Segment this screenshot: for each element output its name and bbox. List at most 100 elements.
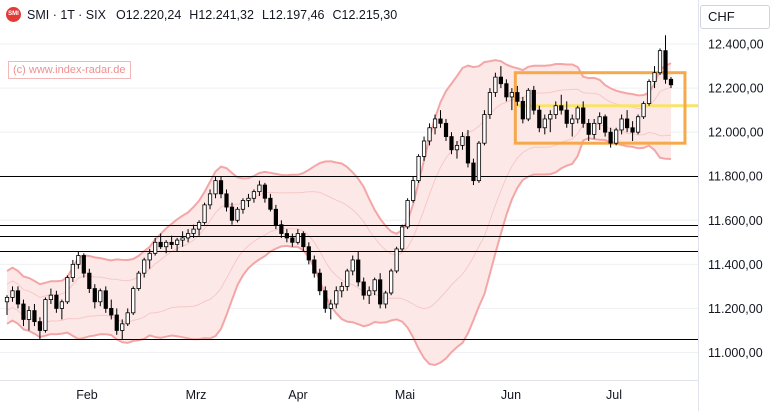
y-tick-label: 12.400,00 [708, 38, 764, 52]
candle [301, 231, 306, 252]
candle [164, 240, 169, 254]
candle [284, 229, 289, 243]
candle-body [657, 50, 663, 74]
candle [389, 268, 394, 296]
candle-body [169, 241, 174, 245]
candle [597, 112, 602, 130]
x-tick-label: Jun [501, 388, 521, 402]
candle [87, 268, 92, 293]
candle-body [229, 206, 235, 221]
candle-body [153, 241, 158, 254]
currency-selector[interactable]: CHF [700, 5, 770, 29]
candle-body [306, 246, 311, 261]
symbol-title[interactable]: SMI · 1T · SIX [27, 7, 106, 22]
candle [37, 317, 43, 340]
candle [92, 284, 97, 309]
bollinger-band-fill [7, 60, 671, 365]
candle [65, 275, 70, 304]
ohlc-open: O12.220,24 [115, 7, 182, 22]
candle [427, 123, 432, 146]
candle-body [537, 109, 542, 129]
candle [328, 299, 333, 320]
candle [191, 224, 196, 238]
ohlc-close: C12.215,30 [332, 7, 398, 22]
candle-body [361, 281, 366, 296]
candle [581, 101, 586, 128]
candle-body [295, 233, 300, 243]
candle-body [427, 127, 432, 142]
candle [235, 207, 240, 223]
candle-body [164, 241, 169, 248]
candle [251, 189, 257, 203]
candle [120, 319, 125, 340]
candle [218, 176, 224, 199]
candle-body [70, 263, 75, 278]
candle-body [334, 290, 339, 305]
candle-body [400, 226, 405, 250]
candle [356, 251, 361, 287]
candle-body [26, 310, 32, 320]
candle-body [54, 294, 59, 309]
candle-body [15, 290, 21, 305]
candle-body [59, 301, 64, 309]
candle-body [548, 114, 553, 120]
candle-body [421, 140, 427, 157]
candle [125, 308, 130, 327]
x-tick-label: Mrz [186, 388, 207, 402]
candle-body [438, 118, 443, 124]
candle [416, 154, 421, 183]
candle-body [454, 144, 460, 151]
candle [224, 189, 229, 212]
candle [185, 229, 191, 243]
candle-body [339, 285, 344, 292]
x-tick-label: Jul [606, 388, 622, 402]
candle-body [641, 103, 646, 118]
candle [575, 105, 580, 124]
candle-body [575, 107, 580, 120]
candle [586, 118, 591, 141]
candle-body [630, 127, 635, 133]
candle [345, 268, 350, 291]
candle-body [207, 193, 213, 206]
candle [48, 288, 54, 304]
candle-body [175, 239, 180, 245]
candle-body [531, 89, 536, 111]
candle [624, 110, 630, 133]
candle-body [581, 107, 586, 124]
candle-body [21, 303, 26, 320]
candle-body [213, 180, 218, 195]
symbol-header: SMI SMI · 1T · SIX O12.220,24 H12.241,32… [6, 7, 405, 22]
candle-body [65, 277, 70, 303]
candle [4, 295, 10, 316]
candle [372, 277, 377, 296]
candle-body [586, 122, 591, 135]
candle-body [224, 193, 229, 208]
candle-body [498, 76, 503, 85]
candle [361, 277, 366, 300]
candle-body [76, 255, 81, 265]
candle-body [603, 116, 608, 133]
candle-body [515, 92, 520, 102]
candle-body [646, 81, 652, 104]
candle-body [257, 184, 262, 193]
candle [158, 233, 163, 249]
candle [312, 255, 317, 278]
ohlc-low: L12.197,46 [261, 7, 325, 22]
candle-body [37, 321, 43, 331]
candle [279, 220, 284, 238]
candle-body [114, 314, 119, 331]
candle-body [520, 100, 525, 120]
candle [559, 94, 564, 115]
candle [537, 105, 542, 133]
candle-body [504, 83, 509, 98]
candle [136, 270, 141, 291]
candle-body [4, 296, 10, 303]
candle-body [460, 136, 465, 146]
candle [438, 110, 443, 128]
candle [26, 306, 32, 331]
candle-body [471, 162, 476, 182]
candle [652, 66, 657, 89]
candle-body [142, 259, 147, 274]
